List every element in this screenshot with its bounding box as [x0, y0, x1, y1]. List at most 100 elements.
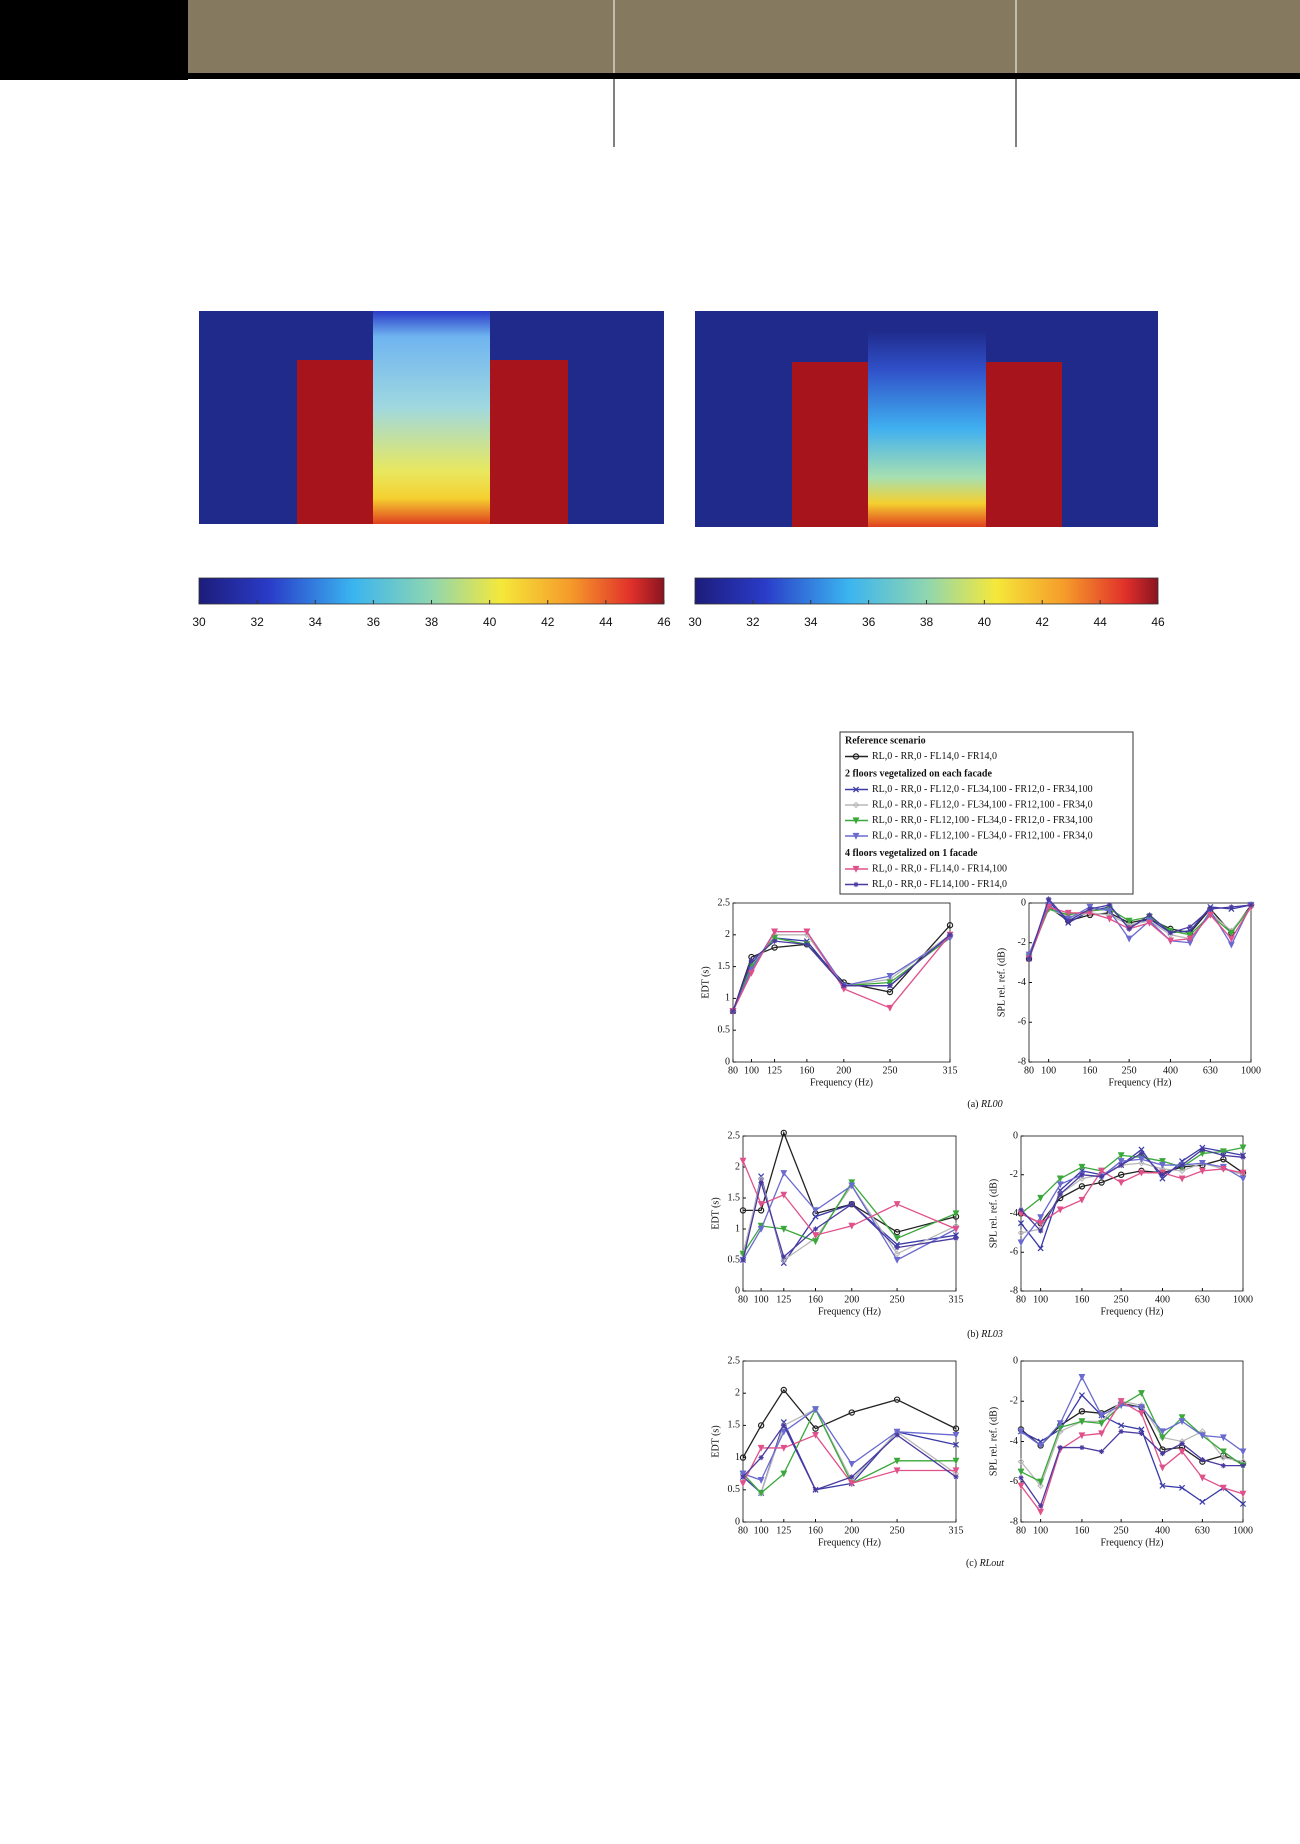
marker	[886, 988, 894, 996]
marker	[1159, 1464, 1166, 1472]
marker	[887, 983, 893, 989]
marker	[1207, 906, 1213, 912]
caption-name: RLout	[979, 1558, 1005, 1569]
marker	[848, 1480, 856, 1488]
y-tick-label: -6	[1018, 1017, 1026, 1028]
x-tick-label: 160	[808, 1294, 823, 1305]
marker	[1159, 1172, 1166, 1178]
heatmap-building	[986, 362, 1062, 527]
marker	[812, 1487, 819, 1493]
marker	[1017, 1220, 1025, 1227]
marker	[1078, 1432, 1086, 1440]
marker	[1138, 1410, 1145, 1418]
y-tick-label: 1.5	[728, 1420, 741, 1431]
line-chart: 0 0.5 1 1.5 2 2.5 80 100 125 160 200 250 315 Frequenc…	[700, 897, 957, 1088]
colorbar-tick-label: 44	[599, 615, 613, 629]
marker	[1178, 1175, 1186, 1183]
marker	[953, 1235, 959, 1241]
marker	[893, 1467, 901, 1475]
x-tick-label: 630	[1195, 1294, 1210, 1305]
x-tick-label: 80	[1016, 1525, 1026, 1536]
marker	[1186, 931, 1194, 939]
marker	[1087, 906, 1093, 912]
marker	[1198, 1432, 1206, 1440]
series-line	[1020, 1375, 1244, 1453]
colorbar-tick-label: 32	[746, 615, 760, 629]
marker	[1117, 1158, 1125, 1165]
x-tick-label: 100	[1033, 1294, 1048, 1305]
series-line	[1020, 1146, 1244, 1215]
marker	[780, 1386, 787, 1394]
line-chart: -8 -6 -4 -2 0 80 100 160 250 400 630 1000 Frequency …	[996, 896, 1261, 1088]
marker	[812, 1406, 819, 1414]
x-axis-label: Frequency (Hz)	[810, 1077, 873, 1088]
series-line	[1028, 906, 1252, 957]
y-tick-label: 1	[735, 1223, 740, 1234]
marker	[852, 786, 860, 793]
marker	[1239, 1169, 1247, 1177]
marker	[771, 934, 778, 942]
marker	[1038, 1228, 1044, 1234]
legend-group-title: 2 floors vegetalized on each facade	[845, 768, 992, 779]
marker	[1239, 1175, 1247, 1183]
marker	[1227, 935, 1235, 943]
marker	[1118, 1422, 1125, 1429]
marker	[848, 1182, 856, 1190]
series-line	[732, 924, 951, 1012]
y-tick-label: -2	[1010, 1396, 1018, 1407]
marker	[1017, 1468, 1025, 1476]
marker	[780, 1191, 788, 1199]
marker	[1219, 1165, 1227, 1173]
marker	[1017, 1458, 1025, 1465]
marker	[758, 1179, 764, 1186]
marker	[1159, 1158, 1166, 1165]
marker	[1026, 956, 1032, 962]
figure-caption: (a) RL00	[967, 1099, 1002, 1110]
caption-label: (a)	[967, 1099, 978, 1110]
colorbar-tick-label: 42	[1036, 615, 1050, 629]
legend-entry: RL,0 - RR,0 - FL12,0 - FL34,100 - FR12,1…	[872, 799, 1093, 810]
series-line	[742, 1176, 957, 1262]
heatmap-building	[792, 362, 868, 527]
marker	[730, 1008, 736, 1014]
x-tick-label: 80	[738, 1525, 748, 1536]
marker	[848, 1222, 856, 1230]
marker	[853, 881, 859, 888]
marker	[1018, 1475, 1024, 1481]
marker	[1178, 1167, 1186, 1175]
y-tick-label: -8	[1010, 1516, 1018, 1527]
colorbar-tick-label: 46	[657, 615, 671, 629]
marker	[894, 1245, 900, 1251]
colorbar-tick-label: 44	[1093, 615, 1107, 629]
marker	[1159, 1482, 1166, 1489]
x-tick-label: 315	[949, 1294, 964, 1305]
marker	[1178, 1418, 1186, 1426]
y-tick-label: 1	[725, 993, 730, 1004]
marker	[1017, 1428, 1025, 1436]
marker	[1079, 1172, 1085, 1178]
heatmap-building	[490, 360, 568, 524]
marker	[812, 1431, 819, 1439]
y-tick-label: 0	[1013, 1355, 1018, 1366]
marker	[886, 979, 894, 987]
marker	[1186, 935, 1194, 943]
marker	[1138, 1426, 1145, 1433]
marker	[893, 1428, 901, 1436]
marker	[758, 1455, 764, 1461]
colorbar	[694, 577, 1159, 605]
y-tick-label: -2	[1018, 937, 1026, 948]
marker	[1179, 1440, 1185, 1447]
marker	[1199, 1146, 1205, 1153]
y-tick-label: -8	[1010, 1285, 1018, 1296]
marker	[781, 1254, 787, 1260]
marker	[1146, 912, 1153, 918]
colorbar-tick-label: 36	[367, 615, 381, 629]
legend-entry: RL,0 - RR,0 - FL12,100 - FL34,0 - FR12,1…	[872, 830, 1093, 841]
marker	[1219, 1484, 1227, 1492]
x-tick-label: 200	[844, 1294, 859, 1305]
y-tick-label: -4	[1018, 977, 1026, 988]
x-tick-label: 160	[799, 1065, 814, 1076]
marker	[1018, 1207, 1024, 1213]
marker	[1056, 1175, 1064, 1183]
